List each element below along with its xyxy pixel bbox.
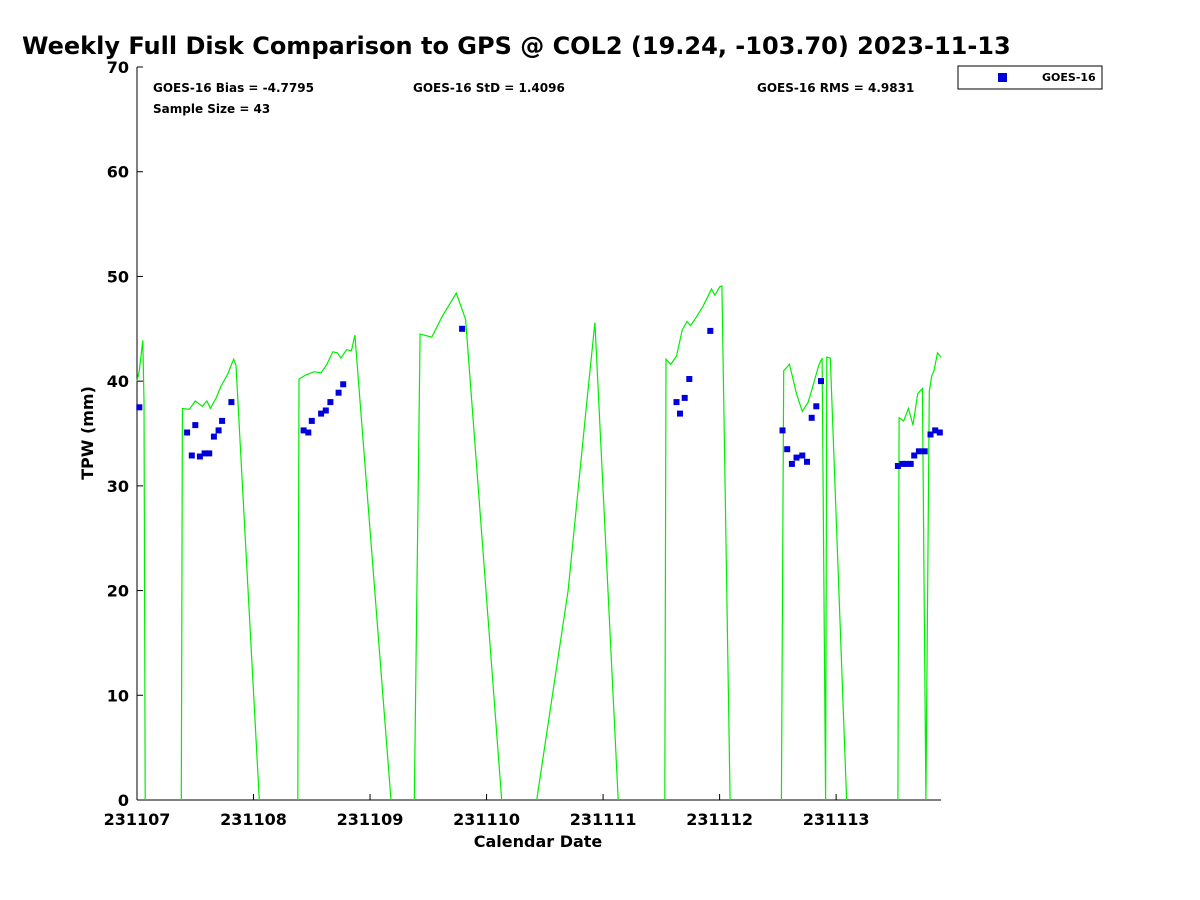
gps-line-series bbox=[136, 284, 942, 801]
x-tick-label: 231113 bbox=[803, 810, 870, 829]
goes-16-scatter-series bbox=[136, 325, 943, 469]
y-tick-label: 60 bbox=[107, 163, 129, 182]
goes-16-point bbox=[184, 429, 191, 436]
goes-16-point bbox=[686, 376, 693, 382]
goes-16-point bbox=[136, 404, 143, 411]
goes-16-point bbox=[192, 422, 199, 429]
goes-16-point bbox=[911, 452, 918, 459]
x-axis-label: Calendar Date bbox=[474, 832, 603, 851]
goes-16-point bbox=[927, 431, 934, 438]
y-tick-label: 0 bbox=[118, 791, 129, 810]
gps-line-segment bbox=[297, 334, 392, 801]
legend-box bbox=[957, 65, 1103, 90]
gps-line-segment bbox=[897, 351, 942, 801]
sample-size-stat: Sample Size = 43 bbox=[153, 102, 270, 116]
y-tick-label: 40 bbox=[107, 372, 129, 391]
goes-16-point bbox=[707, 327, 714, 334]
bias-stat: GOES-16 Bias = -4.7795 bbox=[153, 81, 314, 95]
goes-16-point bbox=[681, 394, 688, 401]
y-tick-label: 20 bbox=[107, 582, 129, 601]
goes-16-point bbox=[932, 427, 939, 434]
x-tick-label: 231110 bbox=[453, 810, 520, 829]
goes-16-point bbox=[300, 427, 307, 434]
goes-16-point bbox=[215, 427, 222, 434]
legend-label-goes-16: GOES-16 bbox=[1042, 71, 1096, 84]
goes-16-point bbox=[936, 429, 943, 436]
goes-16-point bbox=[921, 448, 928, 455]
chart-title: Weekly Full Disk Comparison to GPS @ COL… bbox=[22, 32, 1011, 60]
x-tick-label: 231111 bbox=[570, 810, 637, 829]
y-tick-label: 30 bbox=[107, 477, 129, 496]
goes-16-point bbox=[804, 458, 810, 465]
goes-16-point bbox=[899, 460, 906, 467]
x-tick-label: 231107 bbox=[104, 810, 171, 829]
gps-line-segment bbox=[780, 356, 848, 801]
goes-16-point bbox=[228, 399, 235, 406]
goes-16-point bbox=[784, 446, 791, 453]
goes-16-point bbox=[779, 427, 786, 434]
legend: GOES-16 bbox=[957, 65, 1103, 90]
goes-16-point bbox=[322, 407, 329, 414]
goes-16-point bbox=[788, 460, 795, 467]
goes-16-point bbox=[318, 410, 325, 417]
goes-16-point bbox=[219, 417, 226, 424]
goes-16-point bbox=[459, 325, 466, 332]
goes-16-point bbox=[340, 381, 347, 388]
goes-16-point bbox=[210, 433, 217, 440]
std-stat: GOES-16 StD = 1.4096 bbox=[413, 81, 565, 95]
goes-16-point bbox=[206, 450, 213, 457]
goes-16-point bbox=[673, 399, 680, 406]
goes-16-point bbox=[335, 389, 342, 396]
x-tick-label: 231109 bbox=[337, 810, 404, 829]
goes-16-point bbox=[907, 460, 914, 467]
goes-16-point bbox=[327, 399, 334, 406]
gps-line-segment bbox=[136, 340, 146, 801]
gps-line-segment bbox=[664, 284, 731, 801]
goes-16-point bbox=[793, 454, 800, 461]
y-ticks: 0 10 20 30 40 50 60 70 bbox=[107, 58, 143, 810]
x-tick-label: 231108 bbox=[220, 810, 287, 829]
goes-16-point bbox=[305, 429, 312, 436]
goes-16-point bbox=[903, 460, 909, 467]
goes-16-point bbox=[808, 414, 815, 421]
gps-line-segment bbox=[413, 291, 503, 801]
goes-16-point bbox=[799, 452, 806, 459]
goes-16-point bbox=[188, 452, 195, 459]
rms-stat: GOES-16 RMS = 4.9831 bbox=[757, 81, 914, 95]
goes-16-point bbox=[915, 448, 922, 455]
gps-line-segment bbox=[180, 357, 260, 801]
y-tick-label: 50 bbox=[107, 267, 129, 286]
goes-16-point bbox=[677, 410, 683, 417]
goes-16-point bbox=[813, 403, 820, 410]
y-axis-label: TPW (mm) bbox=[78, 386, 97, 480]
y-tick-label: 10 bbox=[107, 686, 129, 705]
legend-marker-goes-16 bbox=[998, 73, 1007, 82]
goes-16-point bbox=[894, 463, 901, 469]
plot-area: 0 10 20 30 40 50 60 70 231107 231108 231109 231110… bbox=[104, 58, 943, 829]
gps-line-segment bbox=[536, 322, 619, 801]
goes-16-point bbox=[818, 378, 824, 385]
x-tick-label: 231112 bbox=[686, 810, 753, 829]
goes-16-point bbox=[308, 417, 315, 424]
goes-16-point bbox=[201, 450, 208, 457]
x-ticks: 231107 231108 231109 231110 231111 231112 2311… bbox=[104, 794, 870, 829]
goes-16-point bbox=[196, 453, 203, 460]
y-tick-label: 70 bbox=[107, 58, 129, 77]
